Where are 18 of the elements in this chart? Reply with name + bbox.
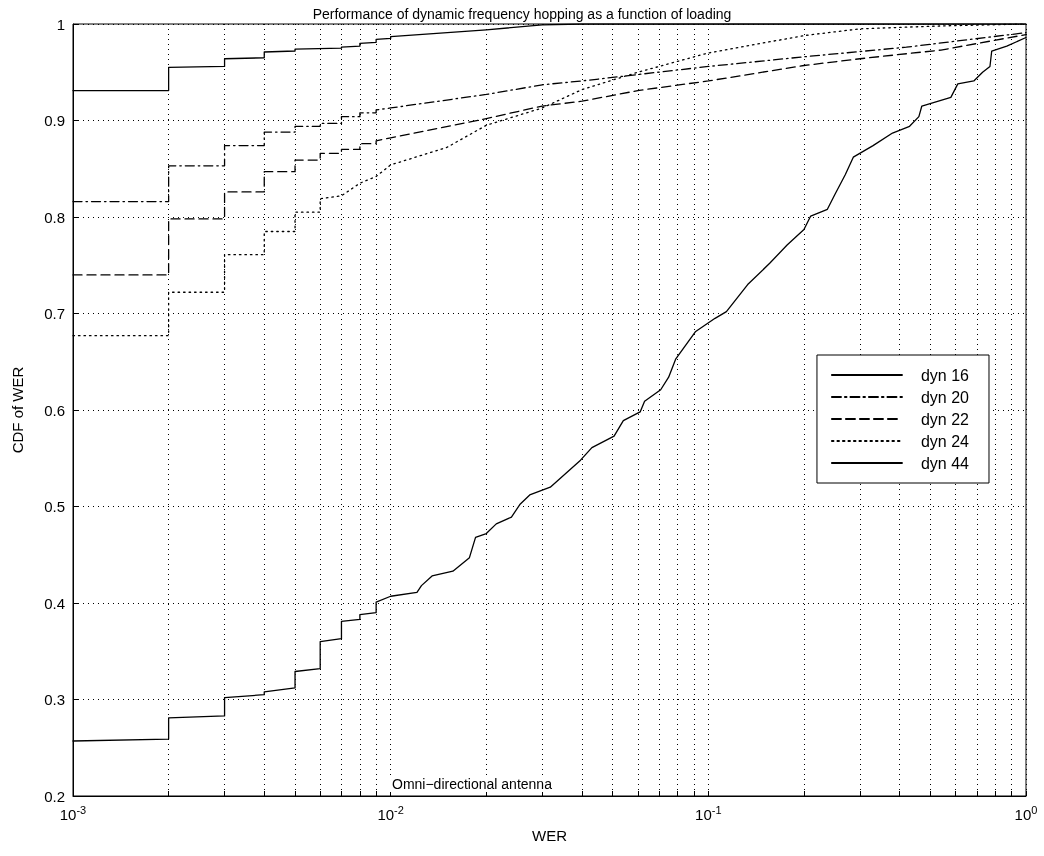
x-axis-title: WER (532, 827, 568, 844)
legend-label: dyn 44 (920, 454, 970, 472)
legend-label: dyn 22 (920, 410, 970, 428)
annotation: Omni−directional antenna (392, 776, 553, 792)
legend-label: dyn 20 (920, 388, 970, 406)
y-tick-label: 0.9 (44, 112, 65, 129)
legend-label: dyn 24 (920, 432, 970, 450)
y-axis-title: CDF of WER (9, 366, 26, 454)
y-tick-label: 0.7 (44, 305, 65, 322)
y-tick-label: 1 (56, 15, 65, 33)
y-tick-label: 0.3 (44, 691, 65, 708)
y-tick-label: 0.6 (44, 401, 65, 419)
y-tick-label: 0.5 (44, 498, 65, 515)
y-tick-label: 0.2 (44, 787, 65, 805)
chart-title: Performance of dynamic frequency hopping as a function of loading (312, 6, 732, 22)
y-tick-label: 0.4 (44, 594, 65, 612)
legend-label: dyn 16 (920, 366, 970, 384)
y-tick-label: 0.8 (44, 208, 65, 226)
